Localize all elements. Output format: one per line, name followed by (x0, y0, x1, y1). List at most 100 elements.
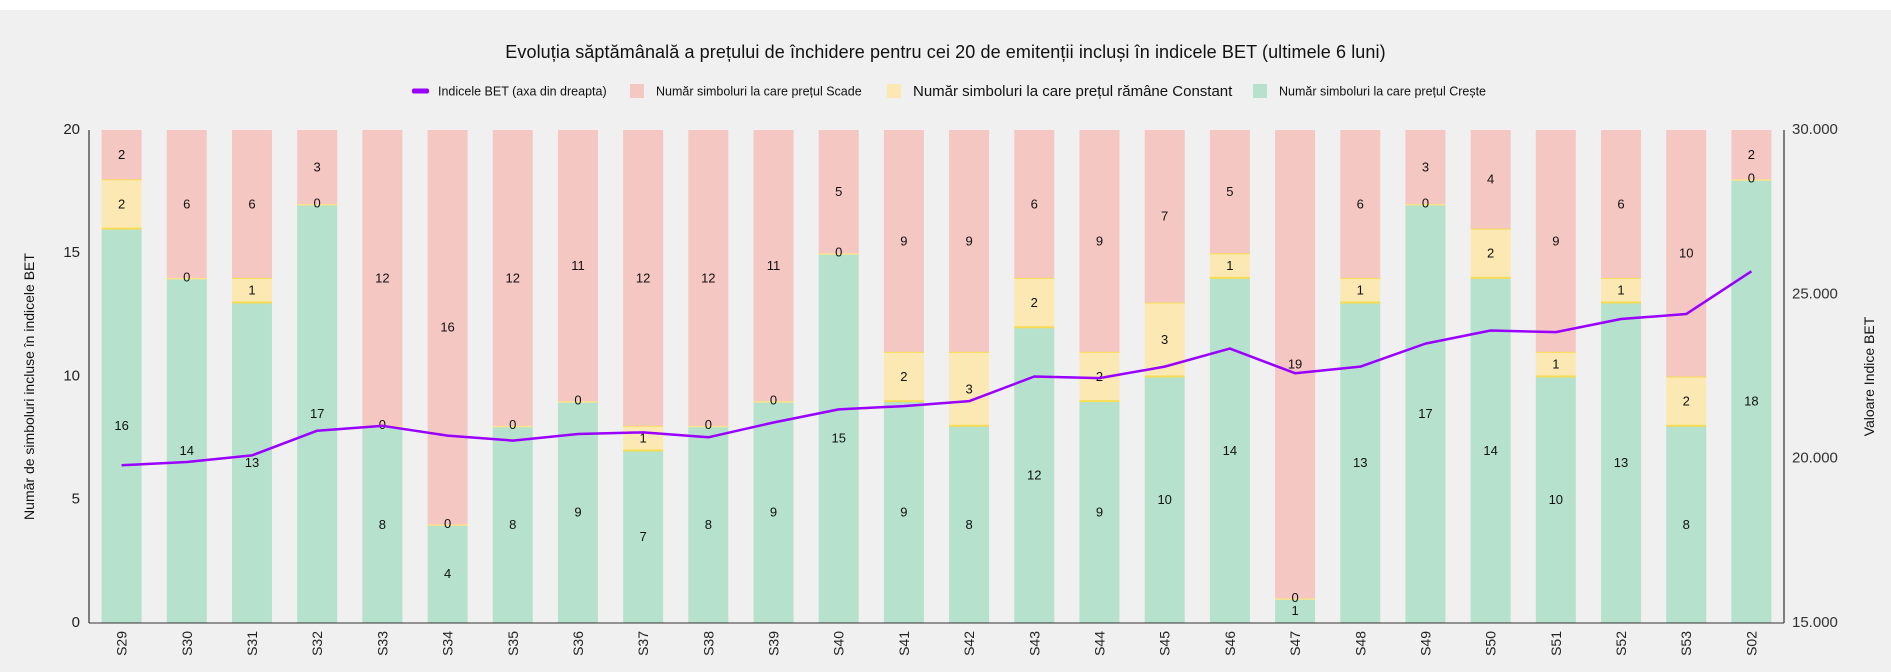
label-increase-S40: 15 (831, 431, 845, 446)
label-increase-S02: 18 (1744, 394, 1758, 409)
label-increase-S34: 4 (444, 566, 451, 581)
bar-increase-S42 (949, 425, 990, 623)
bar-decrease-S51 (1535, 130, 1576, 352)
bar-decrease-S44 (1079, 130, 1120, 352)
y2-axis-title: Valoare Indice BET (1861, 316, 1877, 436)
label-constant-S47: 0 (1291, 590, 1298, 605)
bar-constant-S46 (1209, 253, 1250, 278)
bar-constant-S52 (1601, 277, 1642, 303)
bar-increase-S51 (1535, 376, 1576, 623)
bar-decrease-S32 (297, 130, 338, 204)
label-constant-S39: 0 (770, 393, 777, 408)
bar-decrease-S45 (1144, 130, 1185, 303)
y-axis-title: Număr de simboluri incluse în indicele B… (21, 253, 37, 520)
x-tick-S02: S02 (1743, 631, 1759, 656)
x-tick-S44: S44 (1091, 631, 1107, 656)
label-constant-S37: 1 (640, 431, 647, 446)
label-constant-S52: 1 (1617, 283, 1624, 298)
label-constant-S43: 2 (1031, 295, 1038, 310)
bar-decrease-S29 (101, 130, 142, 180)
y2-tick-15.000: 15.000 (1792, 614, 1838, 631)
bar-decrease-S41 (883, 130, 924, 352)
x-tick-S36: S36 (570, 631, 586, 656)
label-decrease-S29: 2 (118, 147, 125, 162)
bar-increase-S37 (623, 450, 664, 623)
x-tick-S41: S41 (896, 631, 912, 656)
bar-constant-S50 (1470, 228, 1511, 278)
label-constant-S02: 0 (1748, 171, 1755, 186)
x-tick-S48: S48 (1352, 631, 1368, 656)
label-increase-S49: 17 (1418, 406, 1432, 421)
label-increase-S52: 13 (1614, 455, 1628, 470)
label-constant-S44: 2 (1096, 369, 1103, 384)
legend-swatch-3 (1253, 84, 1267, 98)
label-decrease-S37: 12 (636, 270, 650, 285)
bar-constant-S31 (231, 277, 272, 303)
bar-increase-S39 (753, 401, 794, 623)
label-increase-S32: 17 (310, 406, 324, 421)
label-decrease-S34: 16 (440, 320, 454, 335)
bet-index-line (121, 270, 1753, 467)
y2-tick-30.000: 30.000 (1792, 121, 1838, 138)
bar-increase-S38 (688, 425, 729, 623)
label-decrease-S47: 19 (1288, 357, 1302, 372)
label-decrease-S35: 12 (506, 270, 520, 285)
x-tick-S53: S53 (1678, 631, 1694, 656)
x-tick-S38: S38 (700, 631, 716, 656)
label-decrease-S46: 5 (1226, 184, 1233, 199)
axes: S29 S30 S31 S32 S33 S34 S35 S36 S37 S38 S39 S40 S41 S… (21, 121, 1877, 656)
bar-decrease-S31 (231, 130, 272, 278)
bar-constant-S48 (1340, 277, 1381, 303)
bar-decrease-S53 (1666, 130, 1707, 377)
legend-swatch-1 (630, 84, 644, 98)
bar-increase-S49 (1405, 203, 1446, 623)
label-decrease-S49: 3 (1422, 159, 1429, 174)
label-increase-S39: 9 (770, 505, 777, 520)
bar-constant-S41 (883, 351, 924, 402)
label-decrease-S36: 11 (571, 258, 585, 273)
bar-decrease-S47 (1275, 130, 1316, 599)
label-decrease-S44: 9 (1096, 233, 1103, 248)
y2-tick-20.000: 20.000 (1792, 450, 1838, 467)
y-tick-10: 10 (63, 367, 80, 384)
bar-decrease-S35 (492, 130, 533, 426)
label-constant-S34: 0 (444, 516, 451, 531)
label-decrease-S38: 12 (701, 270, 715, 285)
label-increase-S53: 8 (1683, 517, 1690, 532)
label-decrease-S50: 4 (1487, 172, 1494, 187)
bar-constant-S51 (1535, 351, 1576, 377)
x-tick-S46: S46 (1222, 631, 1238, 656)
bar-decrease-S42 (949, 130, 990, 352)
legend-label-2: Număr simboluri la care prețul rămâne Co… (913, 83, 1233, 100)
label-constant-S35: 0 (509, 417, 516, 432)
label-increase-S38: 8 (705, 517, 712, 532)
label-constant-S49: 0 (1422, 195, 1429, 210)
label-constant-S38: 0 (705, 417, 712, 432)
legend: Indicele BET (axa din dreapta) Număr simb… (412, 83, 1486, 100)
bar-decrease-S02 (1731, 130, 1772, 180)
label-increase-S37: 7 (640, 529, 647, 544)
label-increase-S31: 13 (245, 455, 259, 470)
bar-increase-S35 (492, 425, 533, 623)
x-tick-S49: S49 (1417, 631, 1433, 656)
label-increase-S44: 9 (1096, 505, 1103, 520)
label-decrease-S30: 6 (183, 196, 190, 211)
legend-label-1: Număr simboluri la care prețul Scade (656, 84, 862, 98)
label-constant-S40: 0 (835, 245, 842, 260)
bar-decrease-S49 (1405, 130, 1446, 204)
bar-increase-S44 (1079, 401, 1120, 623)
bar-increase-S47 (1275, 598, 1316, 623)
label-decrease-S02: 2 (1748, 147, 1755, 162)
label-decrease-S48: 6 (1357, 196, 1364, 211)
label-constant-S42: 3 (965, 381, 972, 396)
chart-title: Evoluția săptămânală a prețului de închi… (505, 42, 1386, 62)
y-tick-0: 0 (72, 614, 80, 631)
x-tick-S45: S45 (1157, 631, 1173, 656)
x-tick-S33: S33 (374, 631, 390, 656)
bar-increase-S31 (231, 302, 272, 623)
label-decrease-S33: 12 (375, 270, 389, 285)
bar-increase-S52 (1601, 302, 1642, 623)
x-tick-S31: S31 (244, 631, 260, 656)
bar-increase-S46 (1209, 277, 1250, 623)
